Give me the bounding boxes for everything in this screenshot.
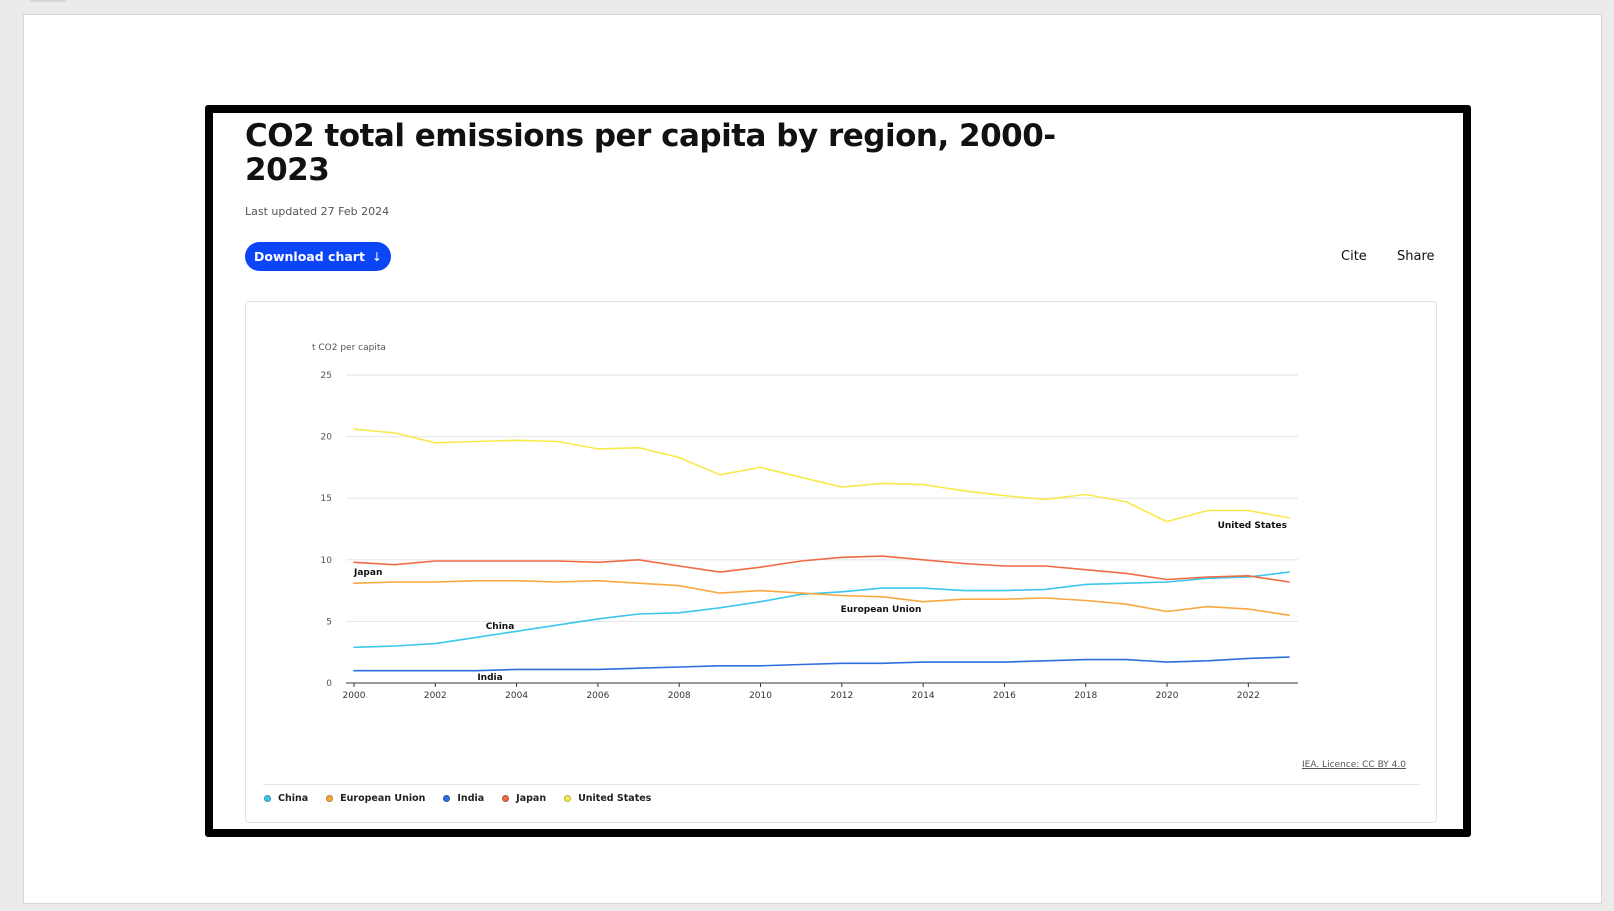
x-tick-label: 2000 xyxy=(343,691,366,701)
download-chart-label: Download chart xyxy=(254,249,365,264)
download-chart-button[interactable]: Download chart ↓ xyxy=(245,242,391,271)
last-updated: Last updated 27 Feb 2024 xyxy=(245,205,390,218)
y-tick-label: 0 xyxy=(326,679,332,689)
legend-label: European Union xyxy=(340,793,426,804)
series-annotation-european-union: European Union xyxy=(841,605,922,615)
y-axis-label: t CO2 per capita xyxy=(312,343,386,353)
licence-link[interactable]: IEA. Licence: CC BY 4.0 xyxy=(1302,760,1406,770)
x-tick-label: 2020 xyxy=(1156,691,1179,701)
series-annotation-japan: Japan xyxy=(353,568,382,578)
legend-swatch xyxy=(264,795,271,802)
legend-label: India xyxy=(457,793,485,804)
legend-swatch xyxy=(564,795,572,802)
series-annotation-united-states: United States xyxy=(1218,521,1287,531)
series-line-japan xyxy=(353,555,1290,583)
series-line-united-states xyxy=(353,428,1290,523)
legend-item-china[interactable]: China xyxy=(264,793,308,804)
legend-swatch xyxy=(443,795,451,802)
series-annotation-china: China xyxy=(486,622,515,632)
legend-item-india[interactable]: India xyxy=(443,793,484,804)
legend-swatch xyxy=(326,795,334,802)
y-tick-label: 25 xyxy=(321,371,332,381)
x-tick-label: 2022 xyxy=(1237,691,1260,701)
legend-divider xyxy=(263,784,1419,785)
y-tick-label: 15 xyxy=(321,494,332,504)
x-tick-label: 2016 xyxy=(993,691,1016,701)
legend-label: Japan xyxy=(516,793,547,804)
x-tick-label: 2004 xyxy=(505,691,528,701)
chart-frame: CO2 total emissions per capita by region… xyxy=(205,105,1471,837)
cite-link[interactable]: Cite xyxy=(1341,249,1367,264)
chart-legend: China European Union India Japan United Stat… xyxy=(264,793,669,804)
y-tick-label: 10 xyxy=(321,556,333,566)
y-tick-label: 5 xyxy=(326,617,332,627)
legend-item-united-states[interactable]: United States xyxy=(564,793,651,804)
y-tick-label: 20 xyxy=(321,433,333,443)
series-line-china xyxy=(353,571,1290,649)
x-tick-label: 2002 xyxy=(424,691,447,701)
download-arrow-icon: ↓ xyxy=(371,249,382,264)
series-line-european-union xyxy=(353,579,1290,617)
x-tick-label: 2006 xyxy=(586,691,609,701)
legend-label: United States xyxy=(578,793,652,804)
x-tick-label: 2008 xyxy=(668,691,691,701)
series-annotation-india: India xyxy=(477,673,502,683)
series-line-india xyxy=(353,656,1290,672)
page-title: CO2 total emissions per capita by region… xyxy=(245,118,1056,188)
chart-card: 0 5 10 15 20 25 2000 2002 2004 2006 2008 2010 2012 20… xyxy=(245,301,1437,823)
x-tick-label: 2018 xyxy=(1074,691,1097,701)
legend-item-japan[interactable]: Japan xyxy=(502,793,546,804)
share-link[interactable]: Share xyxy=(1397,249,1435,264)
legend-swatch xyxy=(502,795,510,802)
x-tick-label: 2010 xyxy=(749,691,772,701)
x-tick-label: 2012 xyxy=(830,691,853,701)
document-page: CO2 total emissions per capita by region… xyxy=(23,14,1602,904)
legend-item-european-union[interactable]: European Union xyxy=(326,793,425,804)
line-chart: 0 5 10 15 20 25 2000 2002 2004 2006 2008 2010 2012 20… xyxy=(312,343,1298,701)
x-tick-label: 2014 xyxy=(912,691,935,701)
legend-label: China xyxy=(278,793,309,804)
window-tab xyxy=(28,0,68,2)
